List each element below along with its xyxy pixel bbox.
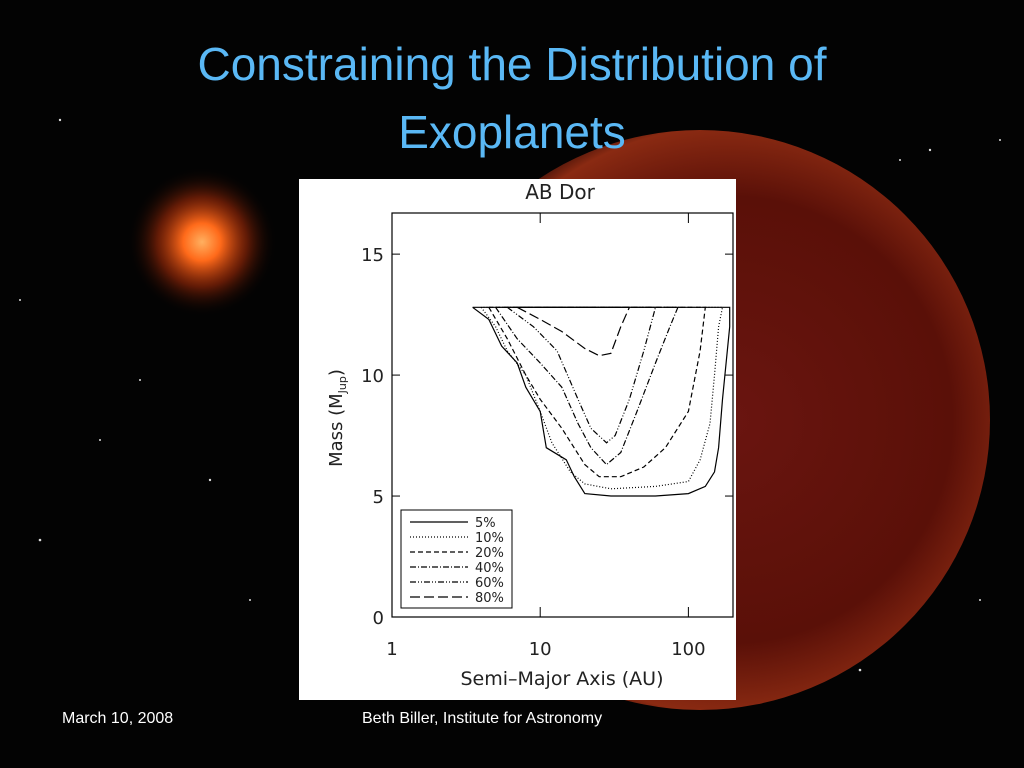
plot-frame — [391, 212, 734, 618]
footer-author: Beth Biller, Institute for Astronomy — [362, 710, 602, 727]
y-tick-label: 5 — [373, 487, 384, 508]
contour-line — [506, 306, 657, 444]
legend-label: 10% — [475, 531, 504, 546]
chart-panel — [299, 179, 736, 700]
star — [127, 167, 277, 317]
contour-line — [516, 306, 631, 357]
x-axis-label: Semi–Major Axis (AU) — [460, 668, 663, 690]
slide-title: Exoplanets — [398, 106, 626, 158]
y-axis-label-sub: Jup — [336, 376, 349, 394]
x-tick-label: 1 — [386, 639, 397, 660]
legend-label: 80% — [475, 591, 504, 606]
legend-box — [400, 509, 513, 609]
legend-label: 40% — [475, 561, 504, 576]
chart-title: AB Dor — [525, 180, 595, 204]
contour-line — [480, 306, 724, 490]
legend-label: 5% — [475, 516, 496, 531]
legend-label: 20% — [475, 546, 504, 561]
contour-line — [472, 306, 731, 497]
slide-title: Constraining the Distribution of — [198, 38, 827, 90]
x-tick-label: 100 — [671, 639, 705, 660]
y-tick-label: 15 — [361, 245, 384, 266]
stars — [19, 118, 1001, 672]
legend-label: 60% — [475, 576, 504, 591]
y-tick-label: 0 — [373, 608, 384, 629]
y-axis-label-text: Mass (M — [326, 393, 347, 467]
contour-line — [495, 306, 679, 466]
footer-date: March 10, 2008 — [62, 710, 173, 727]
x-tick-label: 10 — [529, 639, 552, 660]
y-tick-label: 10 — [361, 366, 384, 387]
y-axis-label: Mass (MJup) — [326, 369, 349, 467]
y-axis-label-close: ) — [326, 369, 347, 376]
contour-line — [488, 306, 706, 478]
